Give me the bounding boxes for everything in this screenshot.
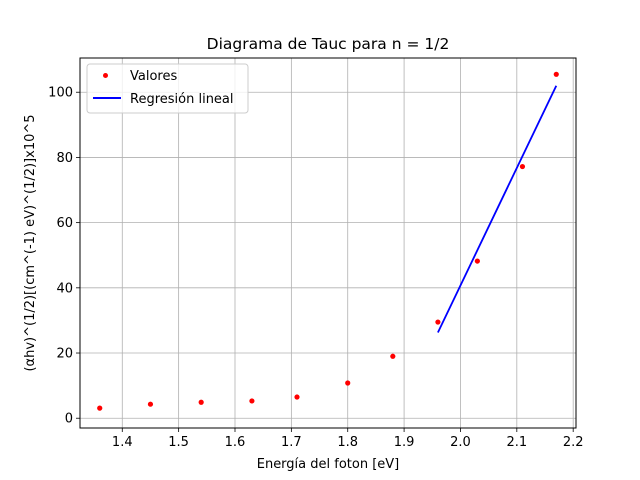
data-point	[294, 394, 300, 400]
plot-data	[97, 71, 559, 411]
data-point	[474, 258, 480, 264]
x-tick-label: 2.2	[563, 435, 584, 450]
x-tick-label: 2.1	[506, 435, 527, 450]
x-tick-label: 1.9	[394, 435, 415, 450]
x-axis-ticks: 1.4 1.5 1.6 1.7 1.8 1.9 2.0 2.1 2.2	[112, 428, 584, 450]
y-tick-label: 100	[48, 86, 73, 101]
x-tick-label: 1.7	[281, 435, 302, 450]
y-axis-label: (αhv)^(1/2)[(cm^(-1) eV)^(1/2)]x10^5	[23, 114, 38, 371]
data-point	[390, 353, 396, 359]
y-tick-label: 0	[65, 412, 73, 427]
data-point	[97, 405, 103, 411]
x-tick-label: 1.5	[168, 435, 189, 450]
data-point	[249, 398, 255, 404]
y-tick-label: 20	[56, 347, 73, 362]
data-point	[147, 401, 154, 407]
y-tick-label: 40	[56, 281, 73, 296]
data-point	[553, 71, 559, 77]
legend-regresion-label: Regresión lineal	[130, 92, 234, 107]
data-point	[198, 399, 204, 405]
y-axis-ticks: 0 20 40 60 80 100	[48, 86, 80, 427]
x-axis-label: Energía del foton [eV]	[257, 457, 400, 472]
data-point	[519, 163, 526, 170]
legend-valores-label: Valores	[130, 69, 177, 84]
legend-box	[86, 63, 249, 114]
legend-valores-marker	[103, 73, 108, 78]
legend: Valores Regresión lineal	[86, 63, 249, 114]
regression-line	[437, 85, 558, 333]
x-tick-label: 2.0	[450, 435, 471, 450]
x-tick-label: 1.8	[337, 435, 358, 450]
x-tick-label: 1.4	[112, 435, 133, 450]
y-tick-label: 60	[56, 216, 73, 231]
chart-title: Diagrama de Tauc para n = 1/2	[207, 35, 450, 53]
data-point	[435, 319, 441, 325]
axes-frame	[79, 57, 577, 429]
grid-lines	[80, 58, 576, 428]
y-tick-label: 80	[56, 151, 73, 166]
data-point	[345, 380, 351, 386]
x-tick-label: 1.6	[225, 435, 246, 450]
